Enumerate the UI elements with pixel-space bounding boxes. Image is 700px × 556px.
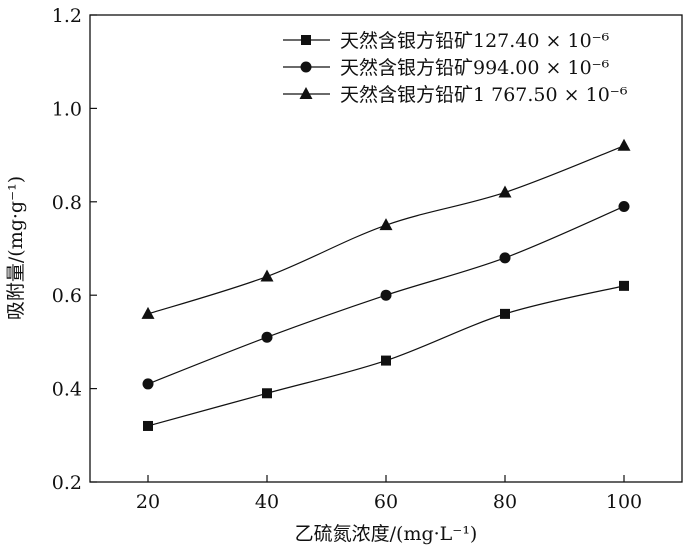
data-point-triangle (260, 269, 274, 282)
y-tick-label: 0.6 (52, 285, 82, 307)
y-axis: 0.2 0.4 0.6 0.8 1.0 1.2 (52, 5, 97, 494)
x-axis: 20 40 60 80 100 (136, 475, 642, 513)
x-tick-label: 20 (136, 491, 160, 513)
data-point-square (143, 420, 153, 431)
y-axis-label: 吸附量/(mg·g⁻¹) (5, 176, 27, 320)
series-square (143, 280, 629, 431)
data-point-square (381, 355, 391, 366)
legend-label: 天然含银方铅矿127.40 × 10⁻⁶ (340, 30, 610, 52)
y-tick-label: 0.4 (52, 379, 82, 401)
x-tick-label: 40 (255, 491, 279, 513)
y-tick-label: 0.8 (52, 192, 82, 214)
x-axis-label: 乙硫氮浓度/(mg·L⁻¹) (295, 523, 478, 545)
data-point-triangle (141, 306, 155, 319)
legend-label: 天然含银方铅矿1 767.50 × 10⁻⁶ (340, 84, 628, 106)
data-point-circle (618, 200, 630, 212)
data-point-square (262, 388, 272, 399)
legend-marker-triangle (299, 87, 313, 99)
legend-marker-circle (300, 61, 312, 73)
data-point-circle (499, 252, 511, 264)
series-group (141, 138, 631, 431)
data-point-square (619, 280, 629, 291)
y-tick-label: 1.2 (52, 5, 82, 27)
data-point-triangle (379, 218, 393, 231)
data-point-circle (261, 331, 273, 343)
x-tick-label: 60 (374, 491, 398, 513)
legend-marker-square (301, 35, 311, 45)
series-circle (142, 200, 630, 390)
data-point-circle (142, 378, 154, 390)
x-tick-label: 80 (493, 491, 517, 513)
series-triangle (141, 138, 631, 319)
data-point-triangle (617, 138, 631, 151)
data-point-circle (380, 289, 392, 301)
y-tick-label: 0.2 (52, 472, 82, 494)
legend-label: 天然含银方铅矿994.00 × 10⁻⁶ (340, 57, 610, 79)
legend: 天然含银方铅矿127.40 × 10⁻⁶ 天然含银方铅矿994.00 × 10⁻⁶… (283, 30, 628, 106)
data-point-triangle (498, 185, 512, 198)
data-point-square (500, 308, 510, 319)
y-tick-label: 1.0 (52, 98, 82, 120)
x-tick-label: 100 (606, 491, 642, 513)
